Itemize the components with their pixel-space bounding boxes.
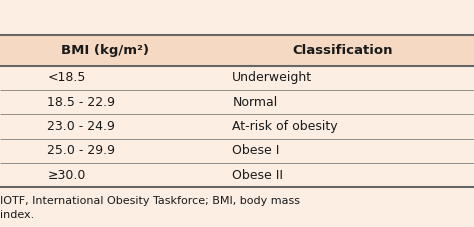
Bar bbox=[0, 139, 474, 163]
Text: Normal: Normal bbox=[232, 96, 277, 109]
Text: Obese II: Obese II bbox=[232, 169, 283, 182]
Text: 23.0 - 24.9: 23.0 - 24.9 bbox=[47, 120, 115, 133]
Text: 18.5 - 22.9: 18.5 - 22.9 bbox=[47, 96, 115, 109]
Text: IOTF, International Obesity Taskforce; BMI, body mass
index.: IOTF, International Obesity Taskforce; B… bbox=[0, 196, 300, 220]
Text: At-risk of obesity: At-risk of obesity bbox=[232, 120, 338, 133]
Text: ≥30.0: ≥30.0 bbox=[47, 169, 86, 182]
Text: 25.0 - 29.9: 25.0 - 29.9 bbox=[47, 144, 115, 157]
Text: Obese I: Obese I bbox=[232, 144, 280, 157]
Bar bbox=[0, 35, 474, 66]
Bar bbox=[0, 90, 474, 114]
Bar bbox=[0, 66, 474, 90]
Bar bbox=[0, 114, 474, 139]
Text: Classification: Classification bbox=[292, 44, 393, 57]
Text: BMI (kg/m²): BMI (kg/m²) bbox=[62, 44, 149, 57]
Text: <18.5: <18.5 bbox=[47, 72, 86, 84]
Text: Underweight: Underweight bbox=[232, 72, 312, 84]
Bar bbox=[0, 163, 474, 187]
